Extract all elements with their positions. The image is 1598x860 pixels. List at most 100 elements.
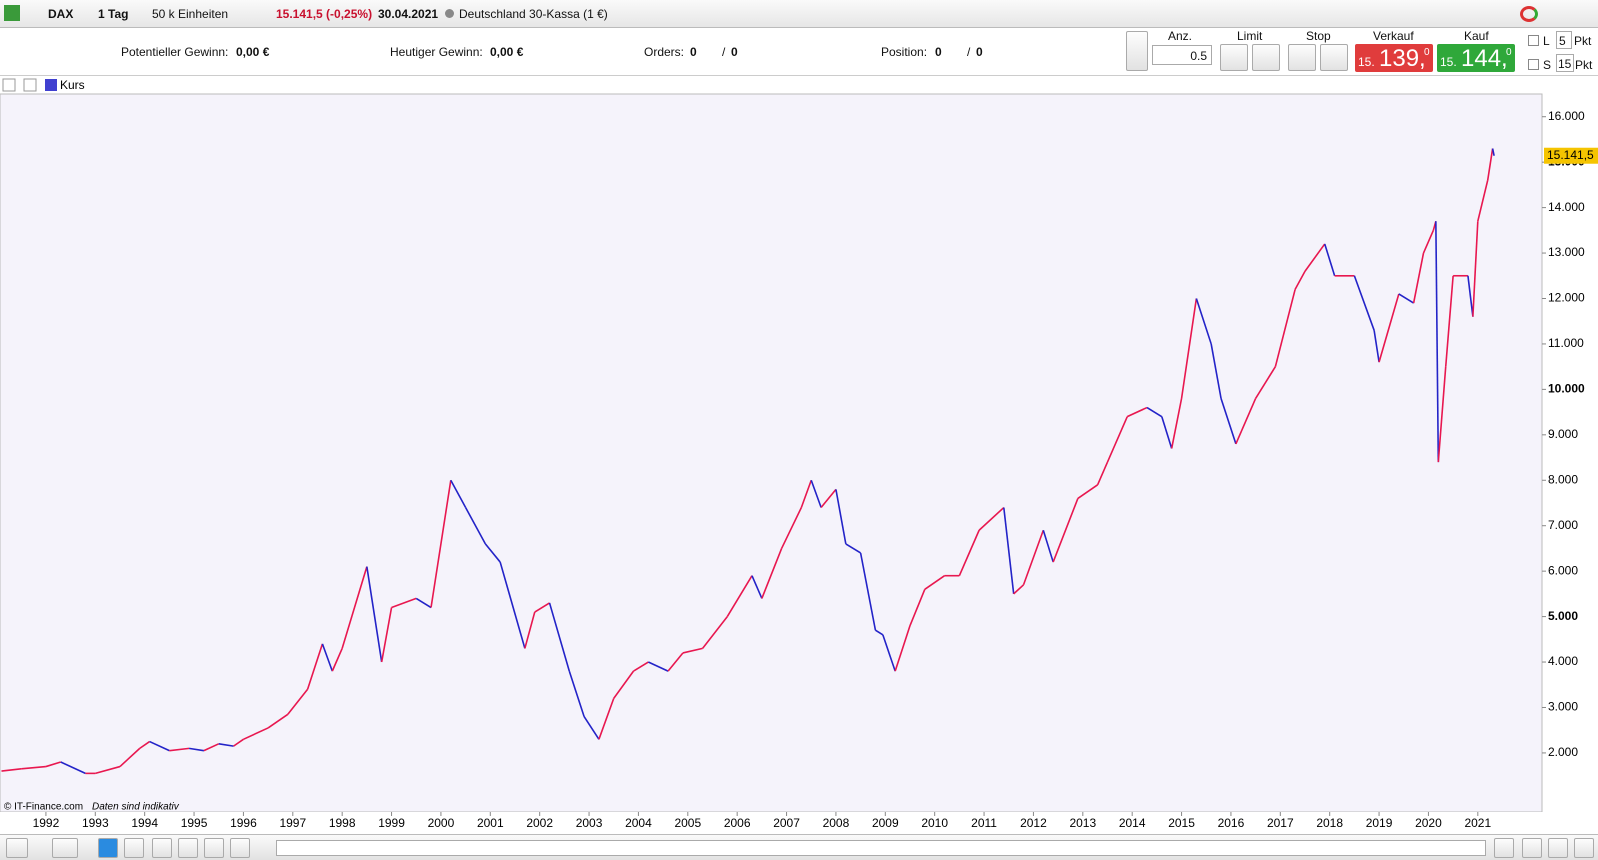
price-segment xyxy=(21,765,46,770)
limit-sell-button[interactable] xyxy=(1252,44,1280,71)
status-dot xyxy=(445,9,454,18)
info-row: Potentieller Gewinn: 0,00 € Heutiger Gew… xyxy=(0,28,1598,76)
buy-main: 144, xyxy=(1461,45,1508,72)
list-tool[interactable] xyxy=(152,838,172,858)
up-icon[interactable] xyxy=(23,78,37,92)
y-tick-label: 7.000 xyxy=(1548,518,1578,532)
price-segment xyxy=(909,589,926,626)
scrollbar[interactable] xyxy=(276,840,1486,856)
settings-button[interactable] xyxy=(1126,31,1148,71)
x-tick-label: 2017 xyxy=(1267,816,1294,830)
note: Daten sind indikativ xyxy=(92,802,180,813)
s-checkbox[interactable] xyxy=(1528,59,1539,70)
l-input[interactable]: 5 xyxy=(1556,31,1572,49)
l-checkbox[interactable] xyxy=(1528,35,1539,46)
price-segment xyxy=(1052,498,1079,563)
sell-label: Verkauf xyxy=(1373,29,1414,43)
x-tick-label: 2003 xyxy=(576,816,603,830)
down-icon[interactable] xyxy=(2,78,16,92)
price-segment xyxy=(1486,148,1494,181)
price-segment xyxy=(331,648,343,672)
buy-suffix: 0 xyxy=(1506,47,1512,58)
price-segment xyxy=(1170,398,1183,449)
price-segment xyxy=(1435,221,1440,463)
s-input[interactable]: 15 xyxy=(1556,54,1574,72)
zoom-in[interactable] xyxy=(1548,838,1568,858)
price-segment xyxy=(1003,507,1015,594)
price-segment xyxy=(780,507,803,549)
x-tick-label: 2006 xyxy=(724,816,751,830)
y-tick-label: 13.000 xyxy=(1548,245,1585,259)
orders-total: 0 xyxy=(731,45,738,59)
price-segment xyxy=(1146,406,1163,418)
x-tick-label: 1994 xyxy=(131,816,158,830)
price-segment xyxy=(119,747,141,768)
symbol[interactable]: DAX xyxy=(48,7,74,21)
y-tick-label: 11.000 xyxy=(1548,336,1584,350)
price-segment xyxy=(1161,416,1173,449)
price-segment xyxy=(391,597,417,609)
sell-prefix: 15. xyxy=(1358,55,1375,69)
x-tick-label: 2020 xyxy=(1415,816,1442,830)
potential-label: Potentieller Gewinn: xyxy=(121,45,229,59)
x-tick-label: 2000 xyxy=(428,816,455,830)
legend-label: Kurs xyxy=(60,78,85,92)
price-segment xyxy=(287,688,309,715)
price-segment xyxy=(859,552,877,631)
x-tick-label: 2011 xyxy=(971,816,997,830)
price-segment xyxy=(726,575,753,618)
daily-label: Heutiger Gewinn: xyxy=(390,45,483,59)
indicator-tool[interactable] xyxy=(52,838,78,858)
price-segment xyxy=(924,575,946,590)
stop-sell-button[interactable] xyxy=(1320,44,1348,71)
units[interactable]: 50 k Einheiten xyxy=(152,7,229,21)
comment-tool[interactable] xyxy=(124,838,144,858)
price-segment xyxy=(1467,275,1474,317)
chart-icon[interactable] xyxy=(4,5,20,21)
price-segment xyxy=(306,643,324,690)
x-tick-label: 2018 xyxy=(1316,816,1343,830)
period[interactable]: 1 Tag xyxy=(98,7,129,21)
window-tool[interactable] xyxy=(204,838,224,858)
price-segment xyxy=(820,488,837,509)
price-segment xyxy=(845,543,862,554)
zoom-fit[interactable] xyxy=(1494,838,1514,858)
buy-label: Kauf xyxy=(1464,29,1489,43)
price-segment xyxy=(464,507,487,545)
sell-button[interactable]: 15. 139, 0 xyxy=(1355,44,1433,72)
share-tool[interactable] xyxy=(98,838,118,858)
y-tick-label: 16.000 xyxy=(1548,109,1585,123)
limit-buy-button[interactable] xyxy=(1220,44,1248,71)
compare-tool[interactable] xyxy=(178,838,198,858)
amount-label: Anz. xyxy=(1168,29,1193,43)
price-segment xyxy=(1444,275,1454,367)
price-segment xyxy=(415,597,432,609)
price-segment xyxy=(800,479,812,508)
price-segment xyxy=(882,634,896,672)
x-tick-label: 2021 xyxy=(1464,816,1491,830)
price-segment xyxy=(1,768,22,772)
refresh-icon[interactable] xyxy=(1520,6,1538,22)
x-tick-label: 2013 xyxy=(1069,816,1096,830)
position-open: 0 xyxy=(935,45,942,59)
price-segment xyxy=(203,743,220,752)
buy-button[interactable]: 15. 144, 0 xyxy=(1437,44,1515,72)
x-tick-label: 1992 xyxy=(33,816,60,830)
position-sep: / xyxy=(967,45,971,59)
x-tick-label: 1993 xyxy=(82,816,109,830)
price-segment xyxy=(1235,398,1257,445)
price-segment xyxy=(380,607,393,663)
price-segment xyxy=(1472,221,1479,317)
stop-buy-button[interactable] xyxy=(1288,44,1316,71)
settings[interactable] xyxy=(1574,838,1594,858)
price-segment xyxy=(751,575,763,599)
zoom-out[interactable] xyxy=(1522,838,1542,858)
trade-tool[interactable] xyxy=(230,838,250,858)
price-segment xyxy=(139,740,151,750)
x-tick-label: 1999 xyxy=(378,816,405,830)
price-segment xyxy=(810,479,822,508)
draw-tool[interactable] xyxy=(6,838,28,858)
y-tick-label: 10.000 xyxy=(1548,382,1585,396)
price-segment xyxy=(1022,529,1045,586)
amount-input[interactable]: 0.5 xyxy=(1152,45,1212,65)
